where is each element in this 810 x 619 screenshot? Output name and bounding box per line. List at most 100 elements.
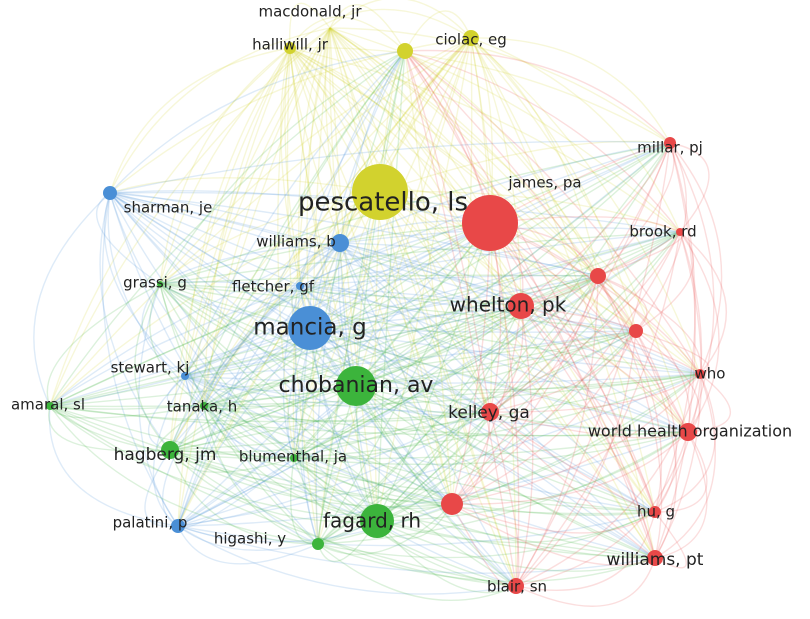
edge [203,50,406,407]
node-label: world health organization [588,422,792,441]
node-label: james, pa [507,174,581,192]
edge [289,47,341,244]
edge [669,142,710,233]
edge [49,222,491,407]
edge [177,385,357,527]
edge [324,27,341,244]
edge [470,37,493,224]
node-label: fletcher, gf [232,278,315,296]
edge [355,142,671,387]
edge [159,283,319,545]
edge [635,330,677,513]
edge [379,191,689,433]
edge [597,275,663,559]
edge [184,305,522,377]
edge [49,405,378,522]
edge [404,10,472,52]
edge [109,192,491,413]
node-label: chobanian, av [279,373,434,398]
edge [376,231,681,522]
edge [470,37,681,233]
edge [339,226,681,244]
edge [299,37,472,287]
edge [597,275,691,433]
edge [169,47,291,451]
node [679,423,697,441]
edge [404,50,522,307]
edge [203,405,517,587]
edge [489,411,656,559]
edge [203,405,656,559]
edge [49,37,472,407]
edge [293,37,472,459]
edge [103,192,186,377]
edge [49,330,637,407]
edge [49,405,656,513]
node [397,43,413,59]
edge [355,385,517,587]
edge [289,47,522,307]
edge [169,385,357,451]
edge [515,142,671,587]
edge [293,222,491,459]
edge [48,405,179,527]
edge [293,457,453,510]
node [290,454,298,462]
edge [376,520,656,572]
edge [177,330,637,527]
edge [317,37,472,545]
edge [177,411,491,527]
edge [33,192,111,407]
edge [654,142,696,513]
edge [317,431,689,545]
edge [109,192,341,244]
edge [470,37,522,307]
edge [289,8,472,49]
node [284,42,296,54]
edge [309,327,517,587]
edge [109,192,311,329]
node-label: brook, rd [629,223,696,241]
edge [355,385,656,513]
edge [379,191,453,505]
edge [177,37,472,527]
edge [184,375,357,392]
edge [177,275,599,527]
node-label: halliwill, jr [252,36,329,54]
edge [654,142,696,559]
node [171,519,185,533]
edge [520,231,681,307]
edge [49,405,319,545]
edge [289,47,378,522]
edge [184,47,291,377]
node [508,578,524,594]
edge [49,373,701,408]
edge [159,191,381,285]
edge [489,411,520,587]
edge [489,373,701,413]
edge [293,457,656,559]
edge [159,283,656,559]
edge [159,274,599,285]
edge [339,242,453,505]
edge [309,327,453,505]
edge [317,50,406,545]
edge [109,140,671,194]
edge [184,375,453,505]
edge [141,283,186,377]
edge [379,191,701,375]
edge [203,405,656,513]
edge [49,231,681,407]
edge [339,242,637,332]
edge [635,330,677,559]
edge [109,192,319,545]
edge [451,222,491,505]
edge [317,305,522,545]
edge [654,511,687,569]
node-label: pescatello, ls [298,188,468,218]
edge [329,4,406,52]
edge [159,283,491,413]
edge [293,142,671,459]
edge [376,50,406,522]
edge [134,283,171,451]
